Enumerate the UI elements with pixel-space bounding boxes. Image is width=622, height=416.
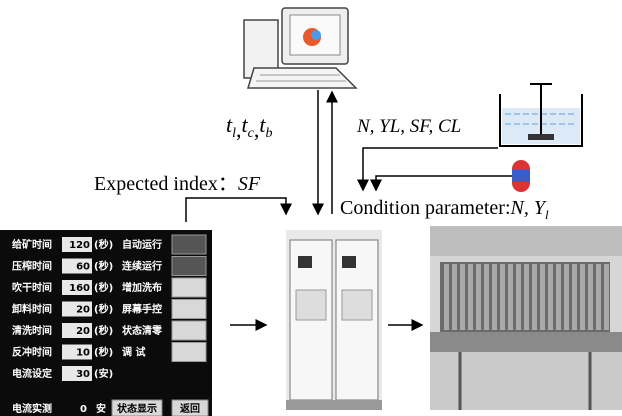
plate: [580, 264, 585, 330]
plate: [516, 264, 521, 330]
row-value: 10: [76, 348, 90, 359]
expected-index: Expected index：SF: [94, 173, 261, 195]
plate: [524, 264, 529, 330]
row-label: 压榨时间: [12, 260, 52, 273]
plate: [548, 264, 553, 330]
row-unit: (秒): [94, 238, 113, 251]
page: tl,tc,tb N, YL, SF, CL Condition paramet…: [0, 0, 622, 416]
expected-label: Expected index：: [94, 173, 238, 195]
plate: [604, 264, 609, 330]
cabinet-photo: [286, 230, 382, 410]
plate: [484, 264, 489, 330]
row-label: 电流设定: [12, 367, 52, 380]
row-label: 给矿时间: [12, 238, 52, 251]
computer-icon: [244, 8, 356, 88]
plate: [452, 264, 457, 330]
condition-sub: l: [545, 207, 549, 222]
symbol-sub: b: [265, 126, 272, 141]
row-label: 卸料时间: [12, 303, 52, 316]
indicator: [172, 300, 206, 319]
footer-label: 电流实测: [12, 402, 52, 415]
footer-unit: 安: [96, 402, 106, 415]
indicator: [172, 235, 206, 254]
button-label: 屏幕手控: [121, 303, 162, 316]
row-label: 反冲时间: [12, 346, 52, 359]
meter-icon: [512, 160, 530, 192]
plate: [500, 264, 505, 330]
plate: [492, 264, 497, 330]
panel-button[interactable]: 状态显示: [112, 400, 162, 416]
row-label: 吹干时间: [12, 281, 52, 294]
row-unit: (安): [94, 367, 113, 380]
plate: [460, 264, 465, 330]
sensor-params: N, YL, SF, CL: [356, 116, 461, 137]
plate: [540, 264, 545, 330]
diagram: tl,tc,tb N, YL, SF, CL Condition paramet…: [0, 0, 622, 416]
indicator: [172, 321, 206, 340]
row-unit: (秒): [94, 346, 113, 359]
tank-icon: [500, 84, 582, 146]
condition-label: Condition parameter:: [340, 197, 511, 219]
panel-button[interactable]: 返回: [172, 400, 208, 416]
meter-arrow: [376, 176, 512, 190]
row-value: 20: [76, 305, 90, 316]
row-value: 30: [76, 369, 90, 380]
filter-press-photo: [430, 226, 622, 410]
indicator: [172, 257, 206, 276]
plate: [468, 264, 473, 330]
plate: [532, 264, 537, 330]
plate: [444, 264, 449, 330]
button-label: 自动运行: [122, 238, 162, 251]
row-value: 160: [69, 283, 90, 294]
expected-symbol: SF: [238, 173, 261, 195]
indicator: [172, 343, 206, 362]
plate: [572, 264, 577, 330]
button-label: 增加洗布: [122, 281, 162, 294]
plate: [476, 264, 481, 330]
plate: [508, 264, 513, 330]
plate: [596, 264, 601, 330]
row-value: 20: [76, 326, 90, 337]
time-symbols: tl,tc,tb: [226, 112, 272, 142]
plate: [564, 264, 569, 330]
row-unit: (秒): [94, 260, 113, 273]
button-label: 状态清零: [122, 324, 163, 337]
row-unit: (秒): [94, 303, 113, 316]
condition-parameter: Condition parameter:N, Yl: [340, 197, 549, 222]
row-value: 120: [69, 240, 90, 251]
sensor-arrow: [363, 148, 498, 190]
indicator: [172, 278, 206, 297]
plate: [588, 264, 593, 330]
condition-symbols: N, Y: [510, 197, 547, 219]
expected-arrow: [186, 198, 286, 222]
footer-value: 0: [80, 404, 87, 415]
button-text: 返回: [180, 402, 200, 415]
row-label: 清洗时间: [12, 324, 52, 337]
row-unit: (秒): [94, 281, 113, 294]
button-label: 连续运行: [122, 260, 162, 273]
button-label: 调 试: [122, 346, 145, 359]
row-value: 60: [76, 262, 90, 273]
row-unit: (秒): [94, 324, 113, 337]
plate: [556, 264, 561, 330]
button-text: 状态显示: [117, 402, 157, 415]
